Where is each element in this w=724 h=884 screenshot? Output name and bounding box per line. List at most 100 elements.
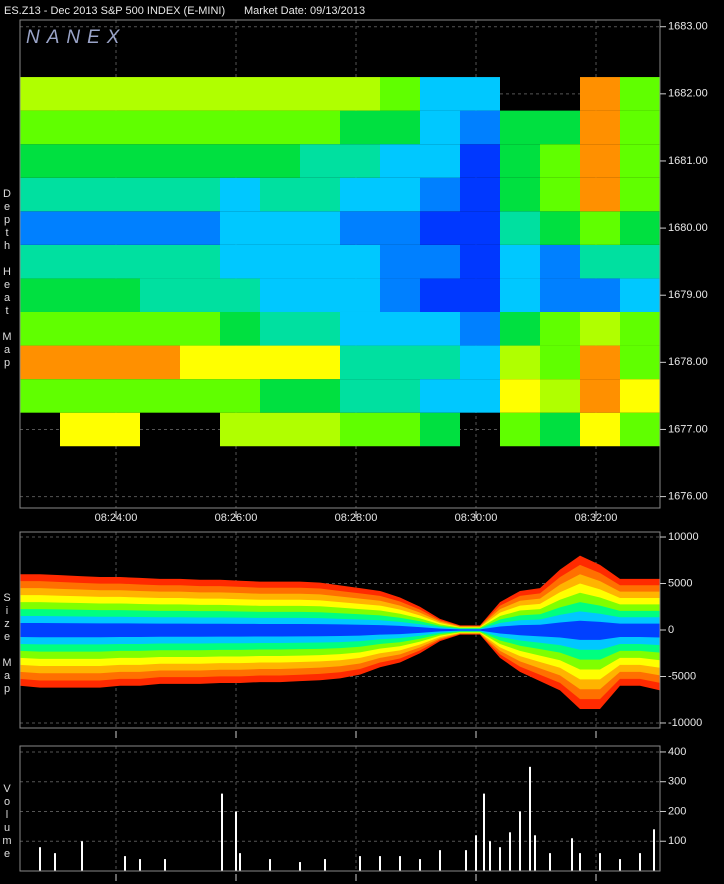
heat-cell xyxy=(580,311,620,346)
x-tick-label: 08:26:00 xyxy=(215,512,258,524)
heat-cell xyxy=(300,379,340,413)
heat-cell xyxy=(180,110,220,145)
heat-cell xyxy=(260,211,300,245)
volume-bar xyxy=(465,850,467,871)
heat-cell xyxy=(140,244,180,279)
heat-cell xyxy=(580,110,620,145)
heat-cell xyxy=(500,177,540,212)
heat-cell xyxy=(300,345,340,380)
heat-cell xyxy=(460,379,500,413)
heat-cell xyxy=(340,412,380,447)
heat-cell xyxy=(20,345,60,380)
heat-cell xyxy=(420,177,460,212)
heat-cell xyxy=(340,77,380,111)
panel: 10000 5000 0 -5000 -10000 xyxy=(19,531,702,738)
heat-cell xyxy=(260,177,300,212)
volume-bar xyxy=(639,853,641,871)
heat-cell xyxy=(540,177,580,212)
heat-cell xyxy=(340,144,380,178)
heat-cell xyxy=(540,311,580,346)
heat-cell xyxy=(260,278,300,312)
heat-cell xyxy=(260,77,300,111)
heat-cell xyxy=(620,311,660,346)
heat-cell xyxy=(580,177,620,212)
volume-bar xyxy=(509,832,511,871)
heat-cell xyxy=(300,110,340,145)
heat-cell xyxy=(100,244,140,279)
volume-bar xyxy=(139,859,141,871)
heat-cell xyxy=(60,211,100,245)
volume-bar xyxy=(499,847,501,871)
heat-cell xyxy=(180,77,220,111)
heat-cell xyxy=(380,110,420,145)
size-band xyxy=(20,630,660,640)
heat-cell xyxy=(140,177,180,212)
heat-cell xyxy=(60,379,100,413)
size-band xyxy=(20,620,660,630)
heat-cell xyxy=(620,412,660,447)
heat-cell xyxy=(340,379,380,413)
volume-bar xyxy=(239,853,241,871)
x-tick-label: 08:30:00 xyxy=(455,512,498,524)
heat-cell xyxy=(580,412,620,447)
heat-cell xyxy=(220,211,260,245)
volume-bar xyxy=(399,856,401,871)
heat-cell xyxy=(20,211,60,245)
heat-cell xyxy=(460,177,500,212)
heat-cell xyxy=(340,177,380,212)
heat-cell xyxy=(500,144,540,178)
x-tick-label: 08:32:00 xyxy=(575,512,618,524)
heat-cell xyxy=(300,144,340,178)
heat-cell xyxy=(460,211,500,245)
panel-frame xyxy=(19,745,661,872)
heat-cell xyxy=(20,311,60,346)
heat-cell xyxy=(420,244,460,279)
heat-cell xyxy=(420,110,460,145)
heat-cell xyxy=(20,244,60,279)
chart-title: ES.Z13 - Dec 2013 S&P 500 INDEX (E-MINI) xyxy=(4,5,225,17)
plot-area xyxy=(20,746,660,871)
heat-cell xyxy=(580,278,620,312)
heat-cell xyxy=(100,345,140,380)
heat-cell xyxy=(300,311,340,346)
heat-cell xyxy=(620,345,660,380)
heat-cell xyxy=(260,144,300,178)
heat-cell xyxy=(460,77,500,111)
volume-bar xyxy=(235,811,237,871)
heat-cell xyxy=(220,278,260,312)
watermark: NANEX xyxy=(26,27,126,48)
y-tick-label: 1679.00 xyxy=(668,289,708,301)
heat-cell xyxy=(60,177,100,212)
volume-bar xyxy=(221,793,223,871)
heat-cell xyxy=(620,110,660,145)
heat-cell xyxy=(420,412,460,447)
volume-bar xyxy=(619,859,621,871)
heat-cell xyxy=(260,379,300,413)
heat-cell xyxy=(620,144,660,178)
y-tick-label: 1680.00 xyxy=(668,222,708,234)
volume-bar xyxy=(39,847,41,871)
heat-cell xyxy=(300,77,340,111)
heat-cell xyxy=(260,110,300,145)
heat-cell xyxy=(380,211,420,245)
heat-cell xyxy=(260,345,300,380)
heat-cell xyxy=(500,311,540,346)
heat-cell xyxy=(220,412,260,447)
heat-cell xyxy=(140,144,180,178)
volume-bar xyxy=(299,862,301,871)
y-tick-label: 10000 xyxy=(668,531,699,543)
heat-cell xyxy=(380,144,420,178)
heat-cell xyxy=(140,110,180,145)
y-tick-label: 5000 xyxy=(668,577,692,589)
volume-bar xyxy=(529,766,531,871)
heat-cell xyxy=(300,244,340,279)
y-axis-label: Size Map xyxy=(1,592,13,696)
heat-cell xyxy=(580,345,620,380)
heat-cell xyxy=(260,244,300,279)
panel-frame xyxy=(19,19,661,509)
heat-cell xyxy=(460,244,500,279)
heat-cell xyxy=(460,110,500,145)
y-tick-label: 1681.00 xyxy=(668,155,708,167)
heat-cell xyxy=(140,278,180,312)
